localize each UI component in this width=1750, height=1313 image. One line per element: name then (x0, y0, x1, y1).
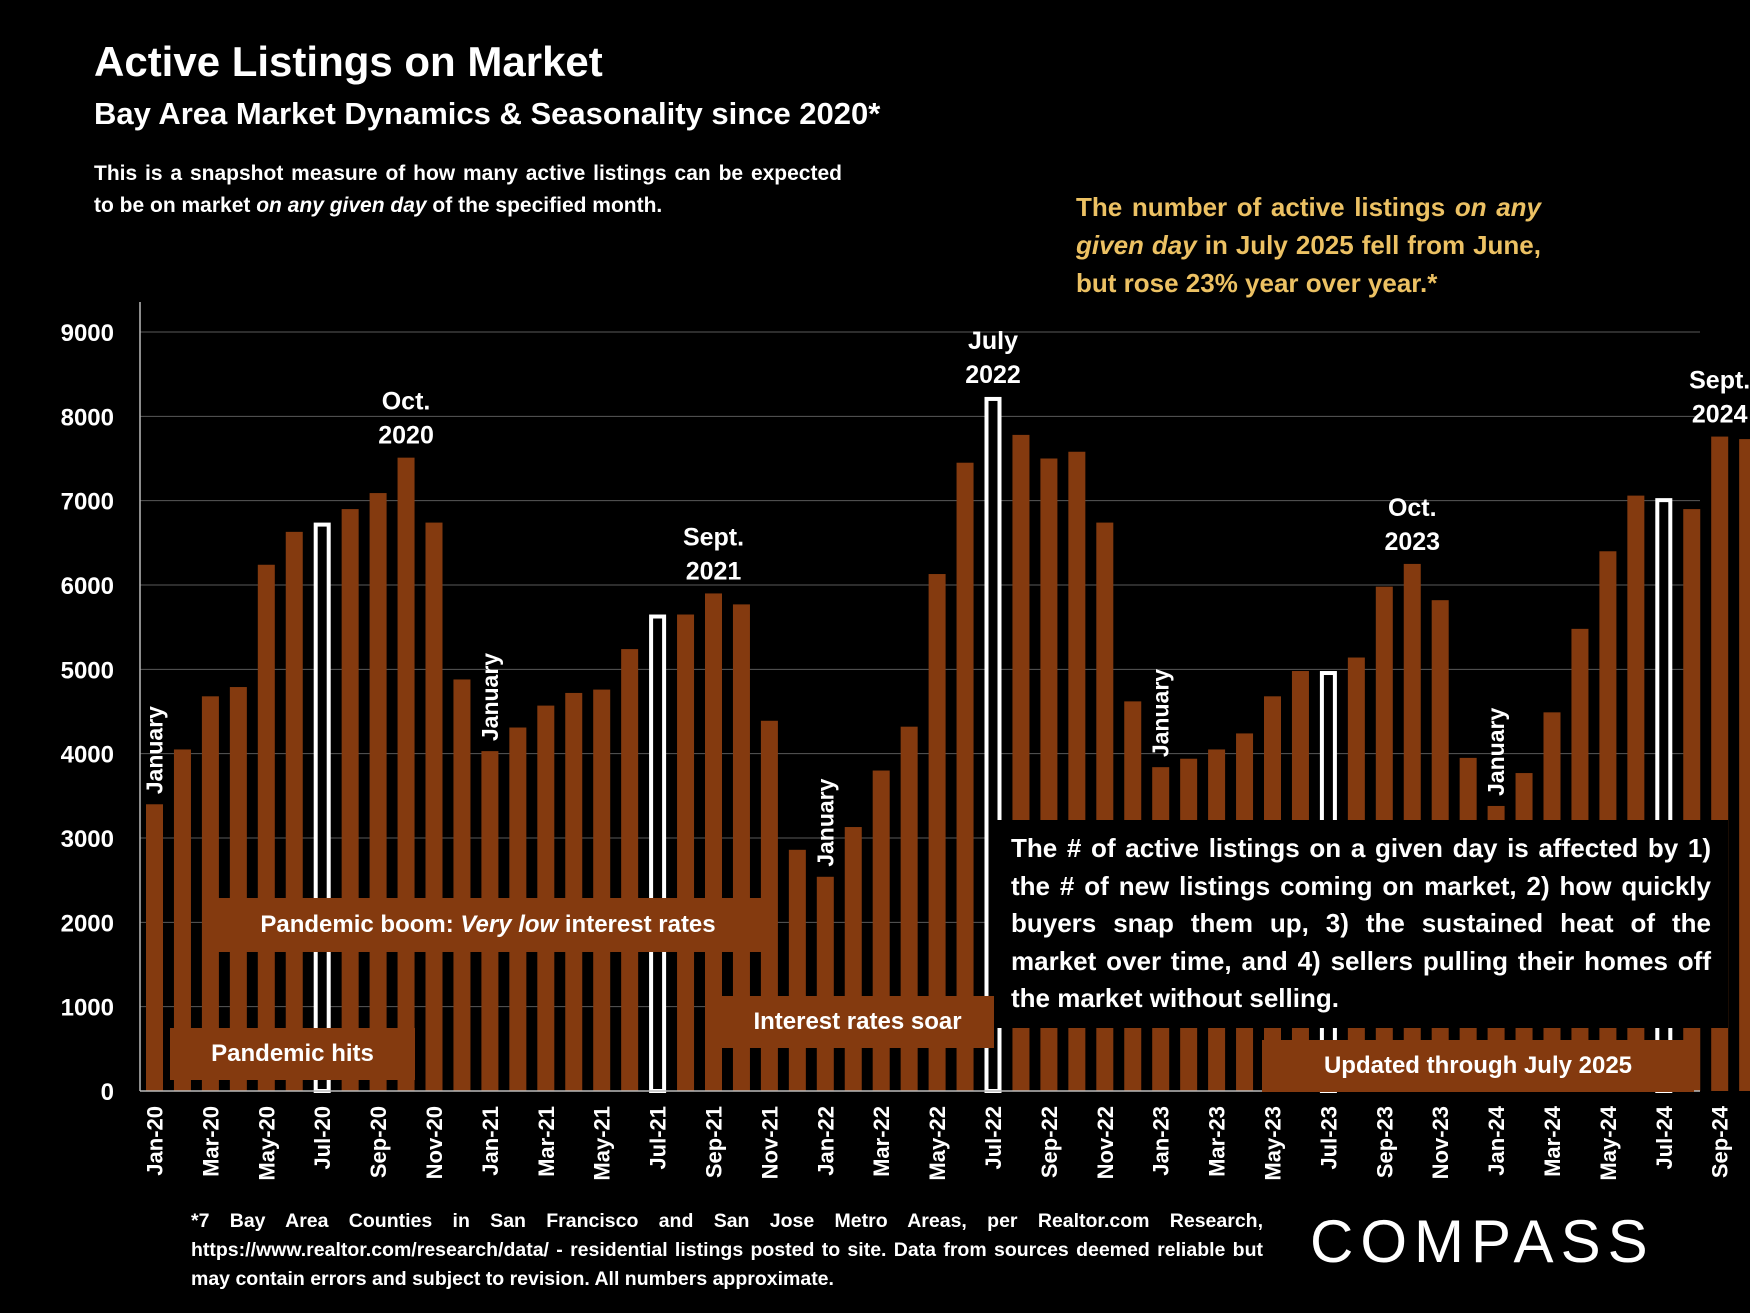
x-tick-label: May-22 (925, 1106, 950, 1181)
x-tick-label: May-20 (254, 1106, 279, 1181)
y-axis: 0 1000 2000 3000 4000 5000 6000 7000 8000 9000 (61, 302, 1700, 1106)
bar-sep-21 (705, 593, 722, 1091)
footnote: *7 Bay Area Counties in San Francisco an… (191, 1210, 1263, 1290)
x-axis: Jan-20 Mar-20 May-20 Jul-20 Sep-20 Nov-20 Jan-… (143, 1105, 1733, 1181)
x-tick-label: May-24 (1596, 1105, 1621, 1180)
x-tick-label: Jul-22 (981, 1106, 1006, 1170)
y-tick-label: 2000 (61, 910, 114, 937)
bar-feb-20 (173, 749, 191, 1091)
x-tick-label: Mar-21 (534, 1106, 559, 1177)
january-label: January (477, 653, 503, 741)
peak-label-month: Sept. (1689, 367, 1750, 395)
bar-oct-20 (397, 457, 415, 1091)
bar-may-22 (928, 574, 946, 1091)
x-tick-label: Jul-23 (1316, 1106, 1341, 1170)
bar-jul-21 (649, 614, 667, 1093)
yoy-callout: The number of active listings on any giv… (1076, 192, 1541, 298)
x-tick-label: Jul-24 (1652, 1105, 1677, 1169)
bar-aug-20 (341, 509, 359, 1092)
x-tick-label: Nov-21 (757, 1106, 782, 1179)
rates-soar-label: Interest rates soar (721, 996, 994, 1048)
january-label: January (812, 778, 838, 866)
x-tick-label: Mar-22 (869, 1106, 894, 1177)
x-tick-label: Mar-24 (1540, 1105, 1565, 1177)
bar-mar-20 (201, 696, 219, 1091)
bar-feb-22 (844, 827, 862, 1091)
peak-label-year: 2024 (1692, 401, 1748, 429)
peak-label-month: Sept. (683, 523, 744, 551)
x-tick-label: Jul-21 (646, 1106, 671, 1170)
x-tick-label: Jan-24 (1484, 1105, 1509, 1175)
x-tick-label: Sep-21 (702, 1106, 727, 1178)
peak-label-month: Oct. (1388, 494, 1437, 522)
bar-dec-20 (453, 679, 471, 1091)
y-tick-label: 6000 (61, 573, 114, 600)
x-tick-label: Jan-23 (1149, 1106, 1174, 1176)
x-tick-label: Mar-23 (1205, 1106, 1230, 1177)
y-tick-label: 8000 (61, 404, 114, 431)
bar-jan-20 (146, 804, 163, 1091)
peak-label-month: Oct. (382, 388, 431, 416)
january-label: January (1483, 708, 1509, 796)
january-label: January (142, 706, 168, 794)
x-tick-label: May-23 (1261, 1106, 1286, 1181)
y-tick-label: 4000 (61, 742, 114, 769)
chart-title: Active Listings on Market (94, 38, 603, 85)
x-tick-label: Sep-24 (1708, 1105, 1733, 1178)
bar-sep-20 (369, 493, 387, 1091)
bar-oct-24 (1739, 439, 1750, 1091)
chart-subtitle: Bay Area Market Dynamics & Seasonality s… (94, 96, 881, 131)
y-tick-label: 1000 (61, 995, 114, 1022)
peak-label-year: 2021 (686, 557, 742, 585)
x-tick-label: Jan-20 (143, 1106, 168, 1176)
x-tick-label: May-21 (590, 1106, 615, 1181)
bar-oct-21 (732, 604, 750, 1091)
x-tick-label: Nov-23 (1428, 1106, 1453, 1179)
bar-may-21 (593, 689, 611, 1091)
peak-label-year: 2022 (965, 361, 1021, 389)
y-tick-label: 9000 (61, 320, 114, 347)
bar-jun-22 (956, 462, 974, 1091)
x-tick-label: Jul-20 (310, 1106, 335, 1170)
y-tick-label: 5000 (61, 657, 114, 684)
bar-aug-21 (677, 614, 695, 1091)
info-box: The # of active listings on a given day … (996, 820, 1728, 1028)
x-tick-label: Mar-20 (198, 1106, 223, 1177)
bar-may-20 (257, 564, 275, 1091)
x-tick-label: Sep-20 (366, 1106, 391, 1178)
updated-label: Updated through July 2025 (1262, 1040, 1694, 1092)
y-tick-label: 0 (101, 1079, 114, 1106)
x-tick-label: Sep-22 (1037, 1106, 1062, 1178)
bar-jun-21 (621, 649, 639, 1091)
chart-description: This is a snapshot measure of how many a… (94, 162, 842, 217)
pandemic-hits-label: Pandemic hits (170, 1028, 415, 1080)
bar-dec-21 (788, 849, 806, 1091)
y-tick-label: 7000 (61, 489, 114, 516)
january-label: January (1148, 669, 1174, 757)
x-tick-label: Nov-20 (422, 1106, 447, 1179)
bar-jan-22 (816, 876, 834, 1091)
compass-logo: COMPASS (1310, 1208, 1655, 1275)
x-tick-label: Sep-23 (1372, 1106, 1397, 1178)
bar-nov-20 (425, 522, 443, 1091)
y-tick-label: 3000 (61, 826, 114, 853)
x-tick-label: Jan-22 (813, 1106, 838, 1176)
bar-jul-20 (313, 522, 331, 1093)
bar-jun-20 (285, 531, 303, 1091)
peak-label-year: 2020 (378, 422, 434, 450)
x-tick-label: Nov-22 (1093, 1106, 1118, 1179)
bar-apr-20 (229, 687, 247, 1091)
bar-apr-21 (565, 692, 583, 1091)
x-tick-label: Jan-21 (478, 1106, 503, 1176)
peak-label-year: 2023 (1384, 528, 1440, 556)
peak-label-month: July (968, 327, 1018, 355)
annotations: JanuaryJanuaryJanuaryJanuaryJanuaryJanua… (142, 327, 1750, 867)
pandemic-boom-label: Pandemic boom: Very low interest rates (212, 898, 764, 952)
